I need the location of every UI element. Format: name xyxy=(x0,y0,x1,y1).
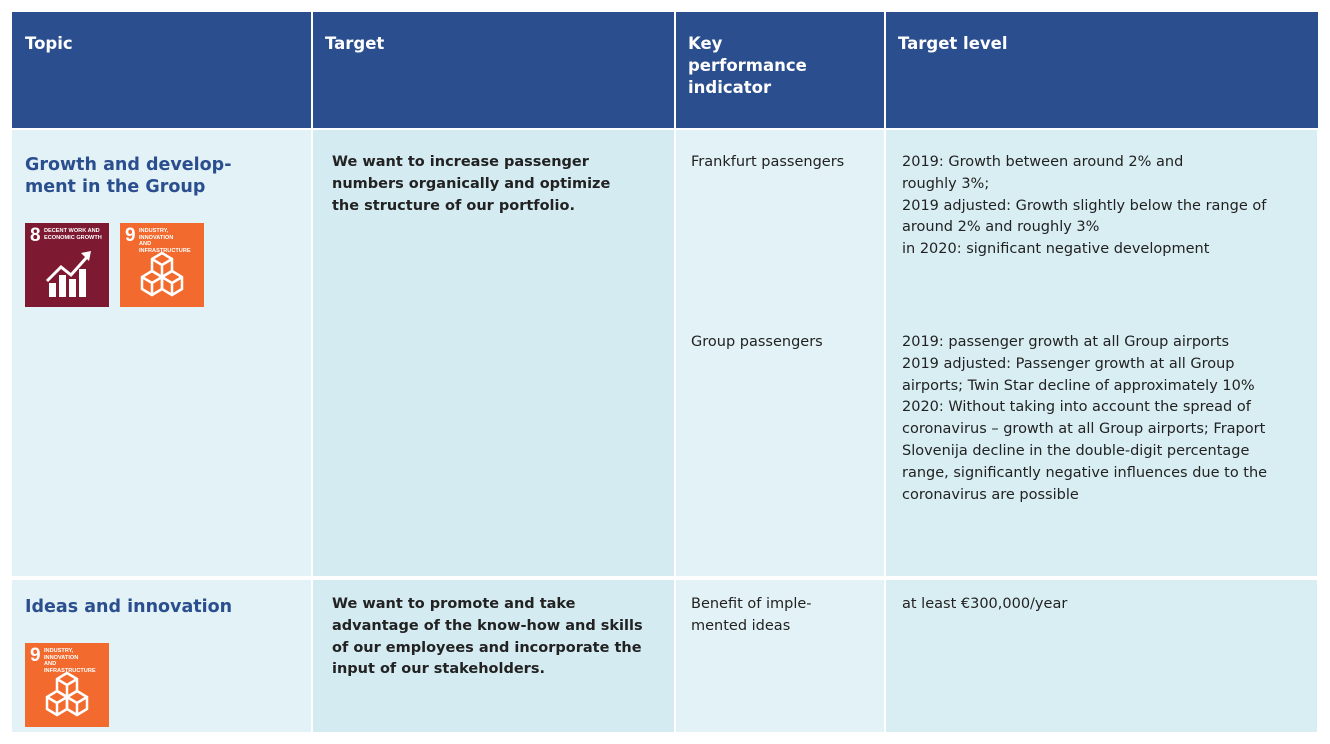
icon-graphic xyxy=(45,251,91,297)
sdg-icon: 8 DECENT WORK AND ECONOMIC GROWTH xyxy=(25,223,109,307)
icon-graphic xyxy=(140,251,184,297)
target-level: 2019: passenger growth at all Group airp… xyxy=(902,332,1267,506)
text-line: 2020: Without taking into account the sp… xyxy=(902,399,1251,416)
text-line: in 2020: significant negative developmen… xyxy=(902,241,1210,258)
cell-background xyxy=(886,580,1317,732)
cell-background xyxy=(12,130,311,576)
text-line: coronavirus are possible xyxy=(902,486,1079,503)
header-cell: Target xyxy=(325,33,384,55)
cell-background xyxy=(313,580,674,732)
text-line: mented ideas xyxy=(691,617,791,634)
target-level: 2019: Growth between around 2% and roughl… xyxy=(902,152,1266,261)
icon-number: 9 xyxy=(30,645,41,666)
text-line: at least €300,000/year xyxy=(902,596,1068,612)
text-line: airports; Twin Star decline of approxima… xyxy=(902,377,1255,394)
text-line: We want to promote and take xyxy=(332,596,576,612)
text-line: INDUSTRY, INNOVATION xyxy=(44,648,79,661)
text-line: Ideas and innovation xyxy=(25,597,233,617)
column-separator xyxy=(674,12,676,128)
text-line: INDUSTRY, INNOVATION xyxy=(139,228,174,241)
text-line: 2019: Growth between around 2% and xyxy=(902,154,1184,170)
text-line: ECONOMIC GROWTH xyxy=(44,234,102,241)
icon-graphic xyxy=(45,671,89,717)
cell-background xyxy=(886,130,1317,576)
header-cell: Topic xyxy=(25,33,73,55)
text-line: the structure of our portfolio. xyxy=(332,197,575,214)
text-line: DECENT WORK AND xyxy=(44,228,100,234)
icon-label: DECENT WORK AND ECONOMIC GROWTH xyxy=(44,228,102,241)
text-line: indicator xyxy=(688,78,772,97)
header-cell: Key performance indicator xyxy=(688,33,807,99)
text-line: Topic xyxy=(25,34,73,53)
text-line: Slovenija decline in the double-digit pe… xyxy=(902,442,1250,459)
text-line: We want to increase passenger xyxy=(332,154,589,170)
text-line: range, significantly negative influences… xyxy=(902,464,1268,481)
target: We want to promote and take advantage of … xyxy=(332,594,643,681)
target: We want to increase passenger numbers org… xyxy=(332,152,610,217)
header-bar xyxy=(12,12,1318,128)
text-line: 2019 adjusted: Growth slightly below the… xyxy=(902,197,1267,214)
text-line: Growth and develop- xyxy=(25,155,232,175)
header-cell: Target level xyxy=(898,33,1007,55)
text-line: numbers organically and optimize xyxy=(332,175,611,192)
kpi: Frankfurt passengers xyxy=(691,152,844,174)
text-line: ment in the Group xyxy=(25,177,206,197)
cell-background xyxy=(313,130,674,576)
icon-label: INDUSTRY, INNOVATION AND INFRASTRUCTURE xyxy=(139,228,204,254)
text-line: of our employees and incorporate the xyxy=(332,639,642,656)
sdg-icon: 9 INDUSTRY, INNOVATION AND INFRASTRUCTURE xyxy=(120,223,204,307)
target-level: at least €300,000/year xyxy=(902,594,1067,616)
text-line: performance xyxy=(688,56,807,75)
text-line: around 2% and roughly 3% xyxy=(902,219,1100,236)
text-line: AND INFRASTRUCTURE xyxy=(139,241,191,254)
topic: Growth and develop-ment in the Group xyxy=(25,154,231,198)
sdg-icon: 9 INDUSTRY, INNOVATION AND INFRASTRUCTURE xyxy=(25,643,109,727)
text-line: 2019 adjusted: Passenger growth at all G… xyxy=(902,355,1235,372)
text-line: coronavirus – growth at all Group airpor… xyxy=(902,421,1266,438)
text-line: roughly 3%; xyxy=(902,175,990,192)
text-line: Key xyxy=(688,34,723,53)
text-line: Target level xyxy=(898,34,1008,53)
icon-number: 8 xyxy=(30,225,41,246)
column-separator xyxy=(311,12,313,128)
text-line: Target xyxy=(325,34,385,53)
cell-background xyxy=(676,580,884,732)
text-line: advantage of the know-how and skills xyxy=(332,617,643,634)
kpi: Group passengers xyxy=(691,332,823,354)
kpi: Benefit of imple-mented ideas xyxy=(691,594,812,638)
text-line: AND INFRASTRUCTURE xyxy=(44,661,96,674)
text-line: input of our stakeholders. xyxy=(332,661,545,678)
cell-background xyxy=(676,130,884,576)
column-separator xyxy=(884,12,886,128)
icon-label: INDUSTRY, INNOVATION AND INFRASTRUCTURE xyxy=(44,648,109,674)
topic: Ideas and innovation xyxy=(25,596,232,618)
text-line: Benefit of imple- xyxy=(691,596,812,612)
icon-number: 9 xyxy=(125,225,136,246)
text-line: 2019: passenger growth at all Group airp… xyxy=(902,334,1230,350)
text-line: Group passengers xyxy=(691,334,823,350)
text-line: Frankfurt passengers xyxy=(691,154,845,170)
